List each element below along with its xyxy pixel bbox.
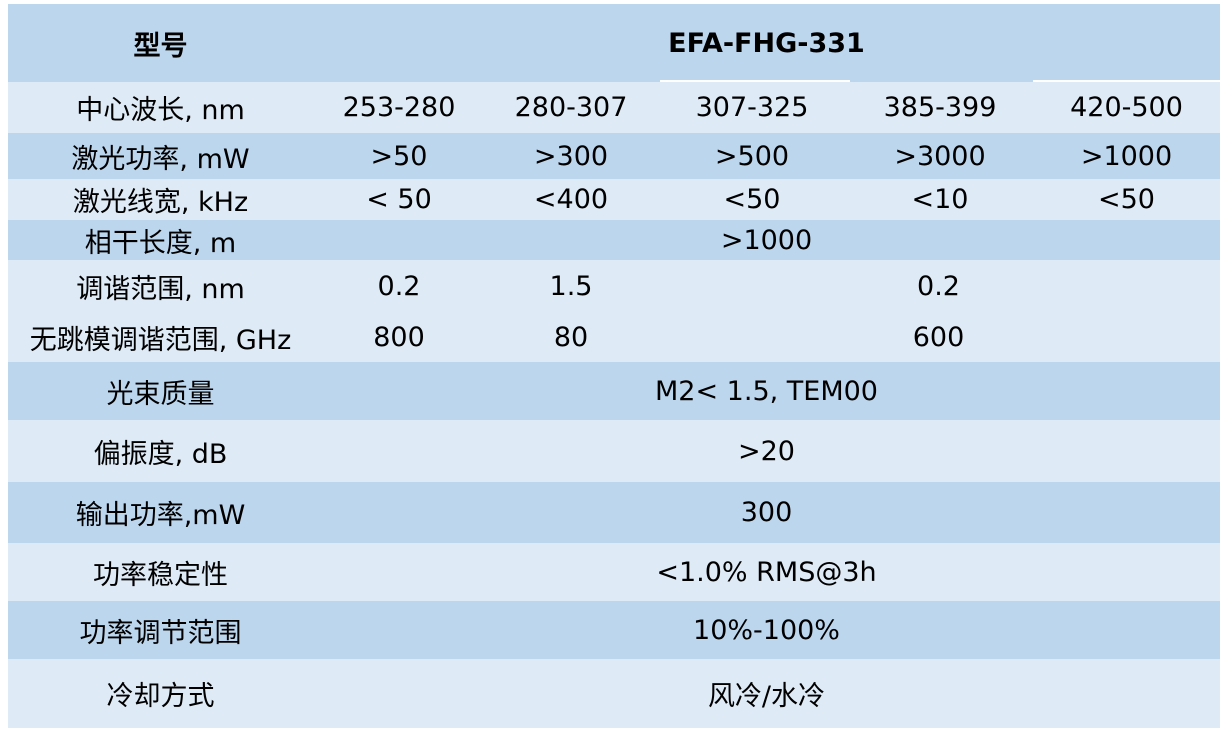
- table-cell: 280-307: [514, 92, 628, 123]
- spec-table: 型号 EFA-FHG-331 中心波长, nm 253-280 280-307 …: [8, 4, 1220, 728]
- model-value: EFA-FHG-331: [668, 27, 865, 59]
- table-cell: >3000: [894, 140, 986, 172]
- table-cell: 0.2: [917, 270, 960, 302]
- table-cell: 风冷/水冷: [707, 681, 826, 712]
- table-cell: 300: [740, 497, 793, 528]
- row-label: 输出功率,mW: [75, 500, 246, 531]
- table-cell: 800: [373, 321, 425, 353]
- row-label: 中心波长, nm: [76, 95, 245, 126]
- row-label: 激光功率, mW: [71, 143, 250, 175]
- table-cell: >1000: [1080, 140, 1173, 172]
- row-label: 激光线宽, kHz: [72, 187, 249, 218]
- table-cell: 80: [553, 321, 589, 353]
- table-cell: < 50: [366, 184, 432, 215]
- table-cell: >50: [370, 140, 428, 172]
- table-cell: >20: [738, 435, 795, 467]
- table-row-beam: 光束质量 M2< 1.5, TEM00: [8, 362, 1220, 420]
- table-cell: 253-280: [342, 92, 456, 123]
- table-row-modehop: 无跳模调谐范围, GHz 800 80 600: [8, 312, 1220, 362]
- row-label: 相干长度, m: [84, 227, 237, 259]
- table-row-coherence: 相干长度, m >1000: [8, 220, 1220, 260]
- row-label: 功率调节范围: [79, 617, 242, 649]
- table-cell: 0.2: [377, 270, 421, 302]
- row-label: 冷却方式: [106, 681, 215, 712]
- table-cell: 10%-100%: [693, 614, 840, 646]
- table-cell: <1.0% RMS@3h: [656, 556, 877, 588]
- table-row-output-power: 输出功率,mW 300: [8, 482, 1220, 543]
- table-cell: 307-325: [695, 92, 809, 123]
- table-row-polarization: 偏振度, dB >20: [8, 420, 1220, 482]
- table-row-cooling: 冷却方式 风冷/水冷: [8, 659, 1220, 728]
- row-label: 调谐范围, nm: [76, 273, 245, 305]
- table-cell: 1.5: [549, 270, 593, 302]
- row-label: 无跳模调谐范围, GHz: [29, 324, 292, 356]
- table-cell: <50: [723, 184, 781, 215]
- table-row-linewidth: 激光线宽, kHz < 50 <400 <50 <10 <50: [8, 179, 1220, 220]
- table-cell: <10: [911, 184, 969, 215]
- table-cell: >500: [714, 140, 790, 172]
- row-label: 光束质量: [106, 378, 215, 410]
- header-divider: [660, 80, 850, 82]
- table-row-wavelength: 中心波长, nm 253-280 280-307 307-325 385-399…: [8, 82, 1220, 133]
- header-divider: [1033, 80, 1220, 82]
- row-label: 功率稳定性: [93, 559, 228, 591]
- table-cell: <50: [1098, 184, 1155, 215]
- row-label: 偏振度, dB: [93, 438, 228, 470]
- table-row-tuning: 调谐范围, nm 0.2 1.5 0.2: [8, 260, 1220, 312]
- table-cell: 600: [912, 321, 965, 353]
- table-cell: M2< 1.5, TEM00: [655, 375, 878, 407]
- table-cell: 420-500: [1070, 92, 1183, 123]
- table-row-stability: 功率稳定性 <1.0% RMS@3h: [8, 543, 1220, 601]
- table-cell: >300: [533, 140, 609, 172]
- table-row-laser-power: 激光功率, mW >50 >300 >500 >3000 >1000: [8, 133, 1220, 179]
- table-cell: >1000: [720, 224, 813, 256]
- table-row-adjust: 功率调节范围 10%-100%: [8, 601, 1220, 659]
- table-cell: 385-399: [883, 92, 997, 123]
- model-label: 型号: [133, 30, 188, 62]
- header-row: 型号 EFA-FHG-331: [8, 4, 1220, 82]
- table-cell: <400: [533, 184, 609, 215]
